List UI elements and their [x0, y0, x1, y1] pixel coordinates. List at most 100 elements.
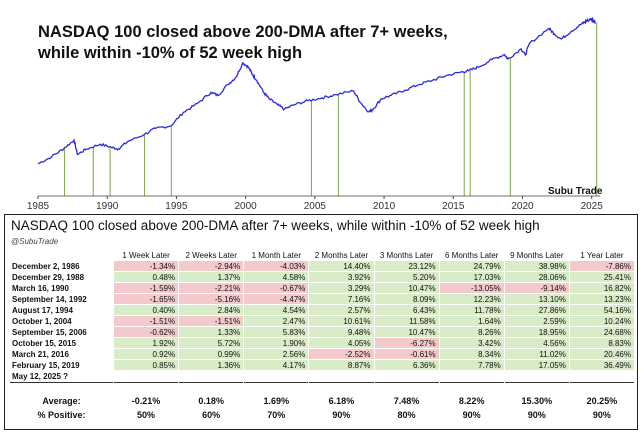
- header-col-2: 1 Month Later: [251, 250, 301, 260]
- cell-value: 8.87%: [309, 360, 374, 370]
- row-date: March 21, 2016: [12, 349, 69, 359]
- cell-value: 0.99%: [179, 349, 244, 359]
- header-col-7: 1 Year Later: [580, 250, 624, 260]
- cell-value: 2.84%: [179, 305, 244, 315]
- cell-value: -2.52%: [309, 349, 374, 359]
- separator-cell: [439, 382, 504, 393]
- cell-value: 2.57%: [309, 305, 374, 315]
- cell-value: -0.62%: [114, 327, 179, 337]
- cell-value: 4.05%: [309, 338, 374, 348]
- summary-value: 0.18%: [198, 395, 224, 406]
- cell-value: -6.27%: [374, 338, 439, 348]
- nasdaq-100-price-line: [37, 16, 597, 165]
- cell-value: [114, 371, 178, 381]
- cell-value: -9.14%: [504, 283, 569, 293]
- cell-value: 8.34%: [439, 349, 504, 359]
- cell-value: 6.43%: [374, 305, 439, 315]
- cell-value: 4.56%: [504, 338, 569, 348]
- table-row: September 14, 1992 -1.65% -5.16% -4.47% 7.16…: [10, 294, 634, 304]
- cell-value: 11.78%: [439, 305, 504, 315]
- cell-value: -4.47%: [244, 294, 309, 304]
- cell-value: 18.95%: [504, 327, 569, 337]
- cell-value: 23.12%: [374, 261, 439, 271]
- cell-value: [505, 371, 569, 381]
- table-row: August 17, 1994 0.40% 2.84% 4.54% 2.57% 6.43%…: [10, 305, 634, 315]
- cell-value: 8.09%: [374, 294, 439, 304]
- row-date: February 15, 2019: [12, 360, 80, 370]
- table-body: December 2, 1986 -1.34% -2.94% -4.03% 14.40%…: [10, 261, 634, 421]
- cell-value: -1.51%: [114, 316, 179, 326]
- cell-value: 27.86%: [504, 305, 569, 315]
- cell-value: 2.59%: [504, 316, 569, 326]
- x-tick-label-2020: 2020: [511, 201, 534, 212]
- cell-value: 0.92%: [114, 349, 179, 359]
- cell-value: 3.92%: [309, 272, 374, 282]
- cell-value: 24.68%: [569, 327, 634, 337]
- x-tick-label-2015: 2015: [442, 201, 465, 212]
- summary-value: 8.22%: [458, 395, 485, 406]
- separator-cell: [309, 382, 374, 393]
- cell-value: 8.26%: [439, 327, 504, 337]
- cell-value: 38.98%: [504, 261, 569, 271]
- summary-value: 70%: [267, 409, 286, 420]
- cell-value: 2.47%: [244, 316, 309, 326]
- cell-value: [244, 371, 308, 381]
- cell-value: 5.20%: [374, 272, 439, 282]
- cell-value: -1.51%: [179, 316, 244, 326]
- cell-value: 7.16%: [309, 294, 374, 304]
- table-row: December 29, 1988 0.48% 1.37% 4.58% 3.92% 5.2…: [10, 272, 634, 282]
- cell-value: -0.67%: [244, 283, 309, 293]
- cell-value: -0.61%: [374, 349, 439, 359]
- summary-value: 7.48%: [393, 395, 420, 406]
- table-header-row: 1 Week Later 2 Weeks Later 1 Month Later 2 …: [10, 250, 634, 260]
- summary-separator: [10, 382, 634, 393]
- cell-value: [440, 371, 504, 381]
- table-handle: @SubuTrade: [11, 237, 59, 246]
- cell-value: 1.36%: [179, 360, 244, 370]
- cell-value: 9.48%: [309, 327, 374, 337]
- row-date: December 2, 1986: [12, 261, 80, 271]
- row-date: October 1, 2004: [12, 316, 72, 326]
- cell-value: -2.21%: [179, 283, 244, 293]
- cell-value: 10.61%: [309, 316, 374, 326]
- x-tick-label-2005: 2005: [304, 201, 327, 212]
- chart-title-line-2: while within -10% of 52 week high: [37, 44, 302, 62]
- summary-value: 60%: [202, 409, 221, 420]
- header-col-5: 6 Months Later: [445, 250, 499, 260]
- summary-value: 90%: [592, 409, 611, 420]
- cell-value: 13.23%: [569, 294, 634, 304]
- cell-value: -2.94%: [179, 261, 244, 271]
- x-tick-label-2010: 2010: [373, 201, 396, 212]
- x-tick-label-1985: 1985: [27, 201, 50, 212]
- separator-cell: [244, 382, 309, 393]
- row-date: May 12, 2025 ?: [12, 371, 69, 381]
- header-col-3: 2 Months Later: [314, 250, 369, 260]
- cell-value: -4.03%: [244, 261, 309, 271]
- separator-cell: [569, 382, 634, 393]
- summary-value: 80%: [397, 409, 416, 420]
- row-date: December 29, 1988: [12, 272, 85, 282]
- cell-value: 2.56%: [244, 349, 309, 359]
- cell-value: 0.85%: [114, 360, 179, 370]
- summary-value: 90%: [462, 409, 481, 420]
- summary-row: % Positive: 50% 60% 70% 90% 80% 90% 90% 90%: [10, 408, 634, 421]
- row-date: March 16, 1990: [12, 283, 69, 293]
- cell-value: [375, 371, 439, 381]
- header-col-4: 3 Months Later: [379, 250, 434, 260]
- table-row: February 15, 2019 0.85% 1.36% 4.17% 8.87% 6.3…: [10, 360, 634, 370]
- separator-cell: [10, 382, 113, 393]
- separator-cell: [374, 382, 439, 393]
- cell-value: 1.37%: [179, 272, 244, 282]
- cell-value: 3.42%: [439, 338, 504, 348]
- cell-value: 13.10%: [504, 294, 569, 304]
- table-row: October 15, 2015 1.92% 5.72% 1.90% 4.05% -6.2…: [10, 338, 634, 348]
- cell-value: 10.47%: [374, 283, 439, 293]
- separator-cell: [504, 382, 569, 393]
- cell-value: 1.33%: [179, 327, 244, 337]
- summary-value: 15.30%: [521, 395, 553, 406]
- table-row: March 16, 1990 -1.59% -2.21% -0.67% 3.29% 10.…: [10, 283, 634, 293]
- summary-value: 6.18%: [328, 395, 355, 406]
- cell-value: 4.54%: [244, 305, 309, 315]
- x-tick-label-1990: 1990: [96, 201, 119, 212]
- cell-value: 24.79%: [439, 261, 504, 271]
